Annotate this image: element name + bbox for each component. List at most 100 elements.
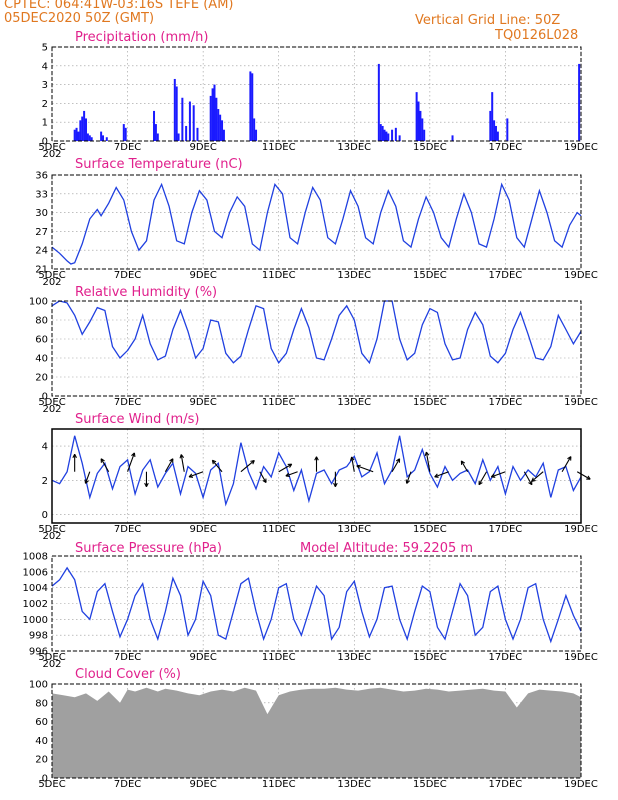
y-tick-label: 0 <box>42 137 48 148</box>
wind-vector <box>285 471 298 477</box>
x-tick-label: 11DEC <box>262 142 296 153</box>
y-tick-label: 40 <box>35 354 48 365</box>
x-tick-label: 19DEC <box>564 142 598 153</box>
precip-bar <box>493 120 496 141</box>
x-tick-label: 5DEC <box>38 142 65 153</box>
panel-title: Surface Pressure (hPa) <box>75 541 222 556</box>
precip-bar <box>222 129 225 141</box>
chart-panel-6: 0 20 40 60 80 100 5DEC 7DEC 9DEC 11DEC 13DEC 15DEC 1… <box>29 667 598 790</box>
wind-arrowhead <box>490 473 496 478</box>
precip-bar <box>122 124 125 141</box>
x-tick-label: 7DEC <box>114 270 141 281</box>
precip-bar <box>81 116 84 141</box>
chart-panel-2: 21 24 27 30 33 36 5DEC 7DEC 9DEC 11DEC 13DEC 15DEC 1… <box>35 157 598 288</box>
panel-title: Surface Wind (m/s) <box>75 412 199 427</box>
wind-vector <box>127 452 135 472</box>
x-tick-label: 19DEC <box>564 397 598 408</box>
x-tick-label: 7DEC <box>114 142 141 153</box>
precip-bar <box>381 125 384 141</box>
wind-vector <box>561 456 572 473</box>
y-tick-label: 1006 <box>23 567 48 578</box>
x-tick-year-clipped: 202 <box>42 659 61 670</box>
precip-bar <box>88 135 91 141</box>
model-label: TQ0126L028 <box>495 28 579 43</box>
x-tick-label: 19DEC <box>564 779 598 790</box>
chart-panel-3: 0 20 40 60 80 100 5DEC 7DEC 9DEC 11DEC 13DEC 15DEC 1… <box>29 285 598 415</box>
precip-bar <box>77 131 80 141</box>
chart-panel-5: 996 998 1000 1002 1004 1006 1008 5DEC 7DEC 9DEC 11… <box>23 541 598 670</box>
wind-vector <box>491 471 506 478</box>
precip-bar <box>188 101 191 141</box>
wind-arrowhead <box>424 451 430 457</box>
y-tick-label: 4 <box>42 442 48 453</box>
plot-frame <box>51 46 582 142</box>
series-line <box>51 182 582 265</box>
wind-arrowhead <box>188 473 194 478</box>
precip-bar <box>383 129 386 141</box>
y-tick-label: 1002 <box>23 599 48 610</box>
precip-bar <box>391 129 394 141</box>
x-tick-label: 15DEC <box>413 397 447 408</box>
wind-vector <box>531 471 544 482</box>
x-tick-label: 15DEC <box>413 779 447 790</box>
wind-vector <box>425 451 431 472</box>
wind-vector <box>240 460 255 473</box>
wind-arrowhead <box>434 473 439 478</box>
precip-bar <box>196 127 199 141</box>
wind-arrowhead <box>250 459 255 465</box>
x-tick-label: 5DEC <box>38 652 65 663</box>
precip-bar <box>496 131 499 141</box>
x-tick-label: 15DEC <box>413 270 447 281</box>
x-tick-label: 13DEC <box>337 142 371 153</box>
wind-vector <box>84 471 91 484</box>
panel-title: Cloud Cover (%) <box>75 667 181 682</box>
y-tick-label: 100 <box>29 297 48 308</box>
wind-arrowhead <box>333 482 338 487</box>
precip-bar <box>215 97 218 141</box>
y-tick-label: 1000 <box>23 615 48 626</box>
y-tick-label: 24 <box>35 246 48 257</box>
y-tick-label: 2 <box>42 476 48 487</box>
wind-arrowhead <box>100 458 105 463</box>
x-tick-label: 5DEC <box>38 270 65 281</box>
y-tick-label: 30 <box>35 208 48 219</box>
precip-bar <box>181 97 184 141</box>
series-line <box>51 566 582 644</box>
station-header: CPTEC: 064:41W-03:16S TEFE (AM) <box>4 0 234 12</box>
y-tick-label: 998 <box>29 631 48 642</box>
precip-bar <box>173 78 176 141</box>
x-tick-label: 5DEC <box>38 524 65 535</box>
x-tick-label: 5DEC <box>38 397 65 408</box>
precip-bar <box>423 129 426 141</box>
precip-bar <box>249 71 252 141</box>
precip-bar <box>185 125 188 141</box>
plot-frame <box>51 555 582 652</box>
precip-bar <box>156 133 159 141</box>
series-line <box>51 300 582 365</box>
wind-vector <box>434 471 449 478</box>
vertical-grid-label: Vertical Grid Line: 50Z <box>415 13 561 28</box>
wind-vector <box>180 454 185 472</box>
y-tick-label: 100 <box>29 680 48 691</box>
wind-arrowhead <box>285 472 290 478</box>
precip-bar <box>387 133 390 141</box>
plot-frame <box>51 428 582 524</box>
wind-arrowhead <box>287 463 293 468</box>
x-tick-label: 9DEC <box>189 652 216 663</box>
wind-arrowhead <box>349 456 355 461</box>
x-tick-year-clipped: 202 <box>42 277 61 288</box>
precip-bar <box>451 135 454 141</box>
wind-vector <box>576 471 591 480</box>
x-tick-year-clipped: 202 <box>42 531 61 542</box>
precip-bar <box>175 86 178 141</box>
y-tick-label: 1004 <box>23 583 48 594</box>
wind-vector <box>164 458 174 473</box>
x-tick-label: 13DEC <box>337 397 371 408</box>
precip-bar <box>85 118 88 141</box>
y-tick-label: 1008 <box>23 552 48 563</box>
wind-vector <box>356 465 374 473</box>
precip-bar <box>154 124 157 141</box>
y-tick-label: 60 <box>35 717 48 728</box>
chart-panel-4: 0 2 4 5DEC 7DEC 9DEC 11DEC 13DEC 15DEC 17DEC 19DEC… <box>38 412 598 542</box>
